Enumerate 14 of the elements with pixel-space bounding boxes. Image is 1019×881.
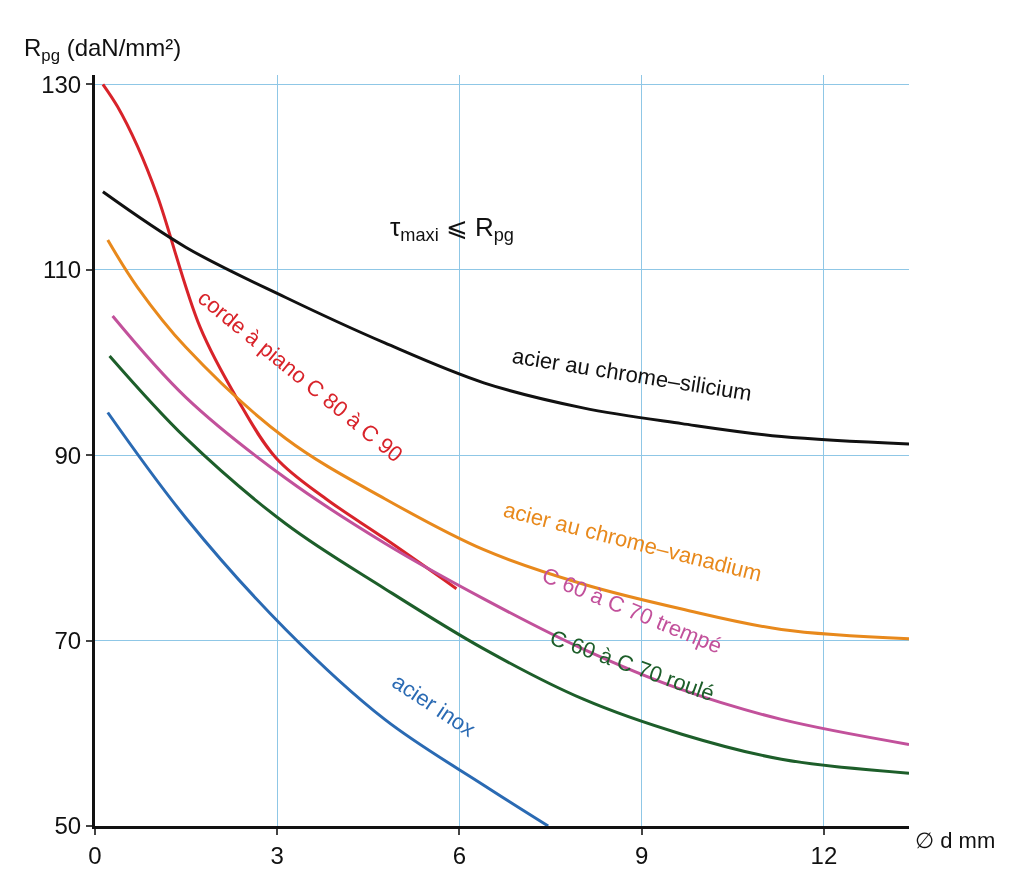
x-axis-title: ∅ d mm <box>915 828 996 853</box>
y-tick-label: 90 <box>54 441 82 469</box>
x-tick-label: 12 <box>810 841 838 869</box>
x-tick-label: 6 <box>452 841 467 869</box>
x-tick-label: 9 <box>635 841 649 869</box>
y-tick-label: 110 <box>42 256 82 284</box>
text: acier inox <box>387 668 481 742</box>
x-tick-label: 3 <box>270 841 284 869</box>
y-axis-title: R$_{pg}$ (daN/mm²) <box>24 34 182 66</box>
x-tick-label: 0 <box>88 841 102 869</box>
y-tick-label: 70 <box>54 626 82 654</box>
annotation: τ$_{maxi}$ ⩽ R$_{pg}$ <box>390 212 514 246</box>
y-tick-label: 130 <box>41 70 82 98</box>
y-tick-label: 50 <box>54 812 82 840</box>
